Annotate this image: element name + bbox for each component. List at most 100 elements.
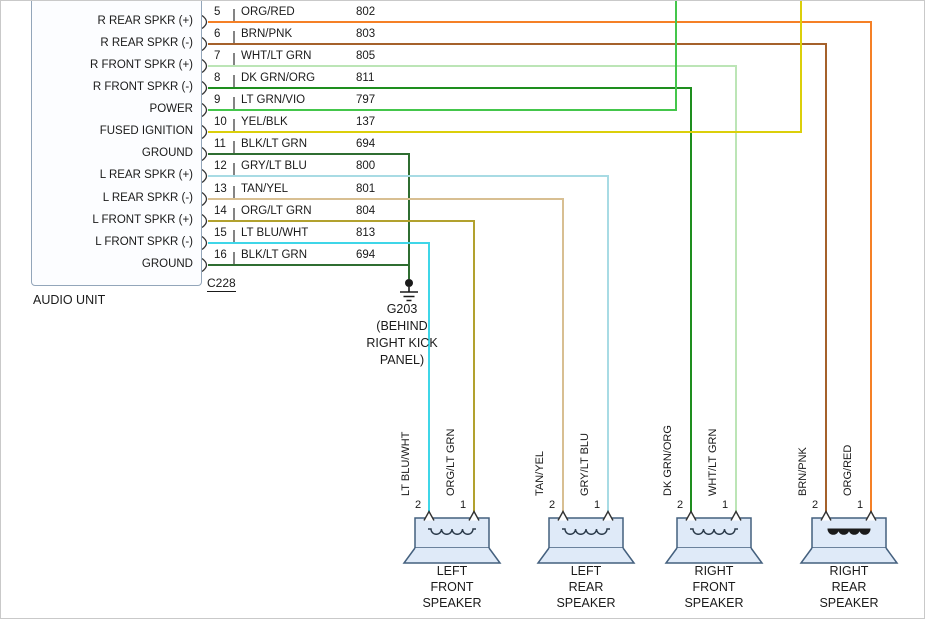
speaker-coil-icon	[690, 528, 738, 535]
wire-entry-arrow	[602, 510, 614, 521]
circuit-number: 694	[356, 249, 376, 261]
speaker-name-line: FRONT	[692, 580, 736, 594]
speaker-cone	[536, 547, 636, 564]
speaker-name-line: SPEAKER	[819, 596, 879, 610]
circuit-number: 805	[356, 50, 376, 62]
wire-color-code: ORG/RED	[241, 6, 295, 18]
speaker-body	[414, 517, 490, 549]
vertical-wire-label: GRY/LT BLU	[579, 433, 591, 496]
speaker-name-line: REAR	[831, 580, 867, 594]
pin-function-label: GROUND	[141, 258, 193, 270]
speaker-name-line: SPEAKER	[556, 596, 616, 610]
pin-function-label: L FRONT SPKR (+)	[92, 214, 193, 226]
circuit-number: 137	[356, 116, 376, 128]
speaker-name-line: FRONT	[430, 580, 474, 594]
wire-brn-pnk-803	[208, 43, 827, 512]
speaker-pin-number: 1	[857, 499, 864, 511]
circuit-number: 802	[356, 6, 376, 18]
circuit-number: 803	[356, 28, 376, 40]
wire-blk-lt-grn-694a	[208, 153, 410, 279]
wire-yel-blk-137	[208, 1, 802, 133]
pin-function-label: L REAR SPKR (+)	[99, 169, 193, 181]
ground-id: G203	[386, 302, 418, 316]
pin-number: 13	[214, 183, 227, 195]
wire-gry-lt-blu-800	[208, 175, 609, 512]
speaker-pin-number: 1	[594, 499, 601, 511]
pin-function-label: FUSED IGNITION	[99, 125, 193, 137]
vertical-wire-label: ORG/RED	[842, 444, 854, 496]
pin-number: 14	[214, 205, 227, 217]
pin-number: 16	[214, 249, 227, 261]
wire-color-code: LT BLU/WHT	[241, 227, 309, 239]
pin-socket-arcs	[201, 14, 208, 273]
speaker-coil-icon	[428, 528, 476, 535]
pin-function-label: POWER	[149, 103, 193, 115]
speaker-pin-number: 2	[677, 499, 684, 511]
ground-earth-bars	[400, 287, 418, 302]
speaker-pin-number: 1	[460, 499, 467, 511]
wire-entry-arrow	[730, 510, 742, 521]
ground-location-line2: RIGHT KICK	[366, 336, 438, 350]
wire-color-code: TAN/YEL	[241, 183, 289, 195]
circuit-number: 811	[356, 72, 375, 84]
circuit-number: 800	[356, 160, 376, 172]
pin-number: 15	[214, 227, 227, 239]
speaker-cone	[664, 547, 764, 564]
speaker-name-label: LEFT REAR SPEAKER	[531, 563, 641, 611]
ground-terminal-dot	[405, 279, 413, 287]
wire-entry-arrow	[685, 510, 697, 521]
wire-color-code: WHT/LT GRN	[241, 50, 312, 62]
vertical-wire-label: WHT/LT GRN	[707, 428, 719, 496]
ground-symbol	[400, 279, 418, 302]
speaker-name-line: LEFT	[570, 564, 602, 578]
vertical-wire-label: BRN/PNK	[797, 447, 809, 496]
ground-location-line3: PANEL)	[379, 353, 425, 367]
speaker-name-line: SPEAKER	[422, 596, 482, 610]
wire-entry-arrow	[820, 510, 832, 521]
wire-entry-arrow	[557, 510, 569, 521]
speaker-right-front	[664, 510, 764, 564]
wire-lt-grn-vio-797	[208, 1, 677, 111]
wire-entry-arrow	[468, 510, 480, 521]
circuit-number: 797	[356, 94, 376, 106]
wire-color-code: YEL/BLK	[241, 116, 288, 128]
wire-color-code: LT GRN/VIO	[241, 94, 306, 106]
speaker-body	[676, 517, 752, 549]
pin-number: 6	[214, 28, 221, 40]
speaker-pin-number: 1	[722, 499, 729, 511]
ground-location-line1: (BEHIND	[376, 319, 428, 333]
speaker-cone	[402, 547, 502, 564]
ground-label-block: G203 (BEHIND RIGHT KICK PANEL)	[337, 301, 467, 369]
pin-number: 12	[214, 160, 227, 172]
wire-dk-grn-org-811	[208, 87, 692, 512]
audio-unit-label: AUDIO UNIT	[33, 293, 106, 307]
speaker-name-label: RIGHT REAR SPEAKER	[794, 563, 904, 611]
wires	[208, 1, 872, 512]
wire-lt-blu-wht-813	[208, 242, 430, 512]
speaker-pin-number: 2	[415, 499, 422, 511]
pin-number: 11	[214, 138, 226, 150]
pin-function-label: R FRONT SPKR (-)	[92, 81, 193, 93]
speaker-cone	[799, 547, 899, 564]
pin-number: 9	[214, 94, 221, 106]
wire-tan-yel-801	[208, 198, 564, 512]
speaker-coil-icon	[562, 528, 610, 535]
pin-function-label: R FRONT SPKR (+)	[90, 59, 193, 71]
wire-org-red-802	[208, 21, 872, 512]
wire-color-code: DK GRN/ORG	[241, 72, 316, 84]
pin-number: 7	[214, 50, 221, 62]
speaker-body	[548, 517, 624, 549]
vertical-wire-label: TAN/YEL	[534, 450, 546, 496]
speaker-name-line: LEFT	[436, 564, 468, 578]
vertical-wire-label: ORG/LT GRN	[445, 428, 457, 496]
wire-entry-arrow	[865, 510, 877, 521]
pin-function-label: R REAR SPKR (+)	[97, 15, 193, 27]
pin-function-label: L REAR SPKR (-)	[102, 192, 193, 204]
wire-color-code: BRN/PNK	[241, 28, 293, 40]
speaker-name-line: RIGHT	[694, 564, 734, 578]
vertical-wire-label: LT BLU/WHT	[400, 431, 412, 496]
speaker-name-label: LEFT FRONT SPEAKER	[397, 563, 507, 611]
speaker-pin-number: 2	[549, 499, 556, 511]
speaker-pin-number: 2	[812, 499, 819, 511]
